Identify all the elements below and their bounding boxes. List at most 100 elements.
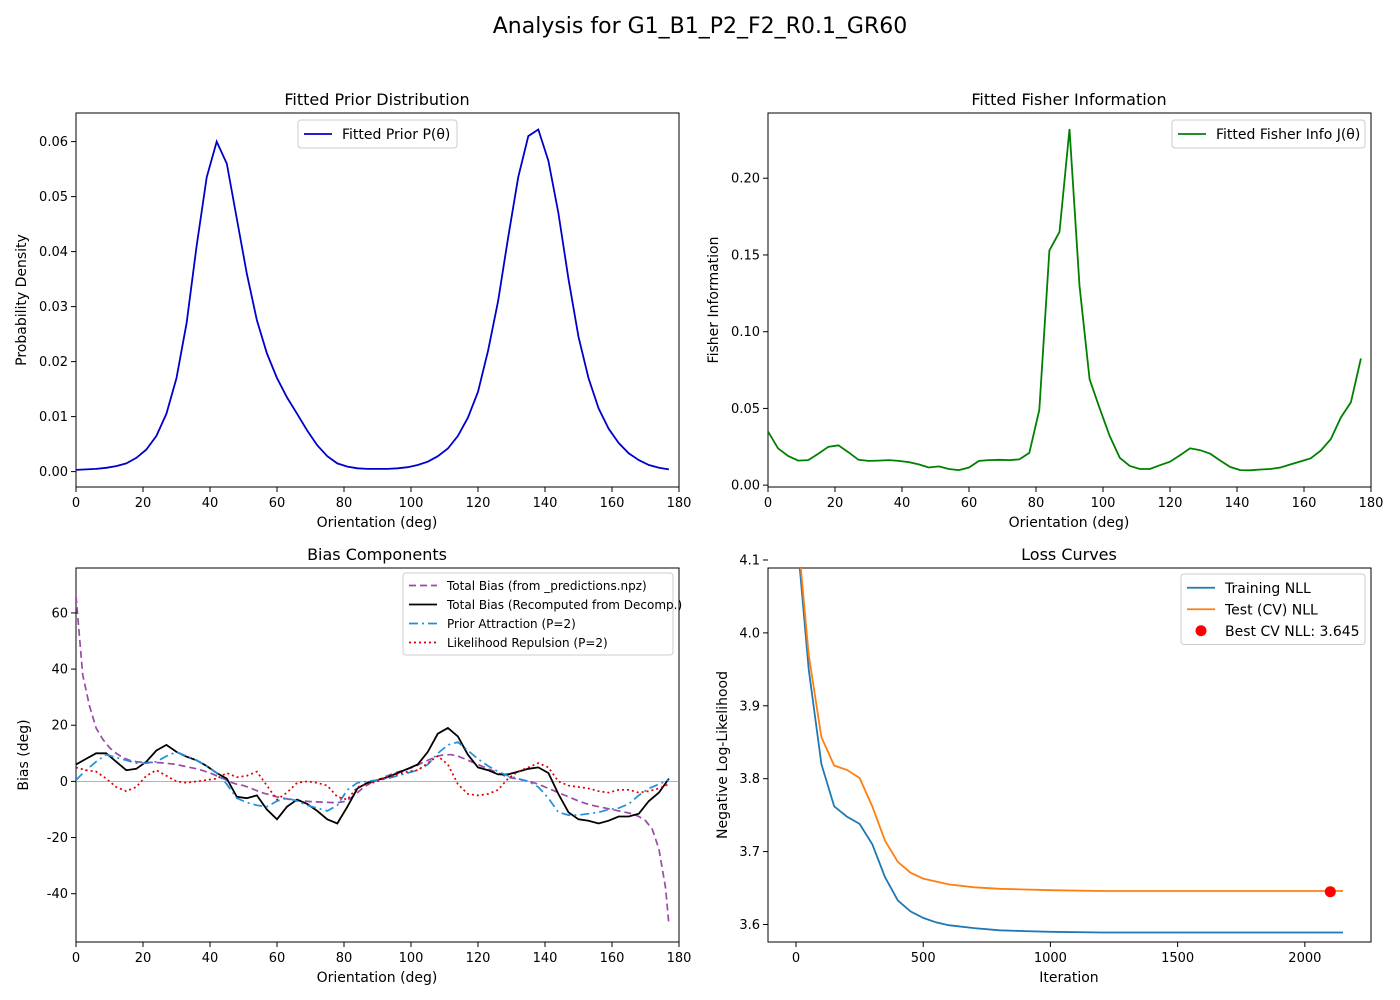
y-tick-label: 3.8 (739, 772, 760, 787)
x-axis-label: Orientation (deg) (1009, 515, 1130, 531)
x-tick-label: 40 (894, 496, 911, 511)
x-tick-label: 120 (466, 951, 491, 966)
x-tick-label: 0 (764, 496, 772, 511)
x-tick-label: 80 (336, 951, 353, 966)
legend-swatch (1195, 625, 1207, 637)
series-line-2 (76, 741, 670, 816)
legend-label: Fitted Fisher Info J(θ) (1216, 127, 1360, 143)
x-tick-label: 180 (1359, 496, 1384, 511)
x-tick-label: 120 (466, 496, 491, 511)
y-tick-label: -20 (47, 831, 68, 846)
legend: Training NLL Test (CV) NLL Best CV NLL: 3.… (1180, 573, 1366, 645)
panel-title: Loss Curves (1021, 545, 1117, 564)
x-tick-label: 120 (1158, 496, 1183, 511)
x-axis-label: Iteration (1039, 970, 1098, 986)
x-tick-label: 0 (72, 496, 80, 511)
y-tick-label: 0.02 (39, 355, 68, 370)
legend-label: Prior Attraction (P=2) (447, 617, 576, 631)
y-tick-label: 60 (51, 606, 68, 621)
x-tick-label: 1500 (1161, 951, 1194, 966)
y-tick-label: 0.05 (39, 190, 68, 205)
y-tick-label: 0.10 (731, 325, 760, 340)
legend: Total Bias (from _predictions.npz) Total … (402, 572, 682, 656)
legend-label: Total Bias (Recomputed from Decomp.) (446, 598, 682, 612)
y-tick-label: 0.20 (731, 172, 760, 187)
panel-fisher: Fitted Fisher Information 0 20 40 60 80 100 12… (706, 90, 1383, 531)
x-tick-label: 20 (827, 496, 844, 511)
x-tick-label: 60 (269, 951, 286, 966)
plot-marks (768, 129, 1362, 472)
x-tick-label: 60 (961, 496, 978, 511)
panel-bias: Bias Components 0 20 40 60 80 100 120 140 160 180… (16, 545, 691, 986)
y-tick-label: 3.7 (739, 845, 760, 860)
x-tick-label: 180 (667, 951, 692, 966)
y-tick-label: 0.06 (39, 135, 68, 150)
panel-title: Bias Components (307, 545, 447, 564)
y-tick-label: -40 (47, 887, 68, 902)
series-line-0 (76, 128, 670, 471)
y-tick-label: 0 (60, 775, 68, 790)
y-tick-label: 20 (51, 719, 68, 734)
x-tick-label: 40 (202, 496, 219, 511)
legend-label: Likelihood Repulsion (P=2) (447, 636, 608, 650)
legend-label: Test (CV) NLL (1224, 602, 1318, 618)
y-tick-label: 4.1 (739, 553, 760, 568)
plot-frame (767, 567, 1372, 943)
y-tick-label: 0.03 (39, 300, 68, 315)
legend-frame (1171, 119, 1366, 149)
x-tick-label: 140 (533, 496, 558, 511)
legend-frame (402, 572, 674, 656)
legend-label: Best CV NLL: 3.645 (1225, 624, 1360, 640)
plot-marks (76, 596, 679, 925)
series-line-1 (76, 726, 670, 825)
panel-prior: Fitted Prior Distribution 0 20 40 60 80 100 12… (14, 90, 691, 531)
x-tick-label: 1000 (1034, 951, 1067, 966)
axis-ticks: 0 20 40 60 80 100 120 140 160 180 0.00 0.05 0.10 0.15… (731, 172, 1383, 511)
x-tick-label: 180 (667, 496, 692, 511)
x-tick-label: 500 (911, 951, 936, 966)
series-line-0 (76, 596, 670, 925)
y-tick-label: 3.9 (739, 699, 760, 714)
series-line-3 (76, 755, 670, 801)
plot-frame (75, 567, 680, 943)
x-tick-label: 140 (533, 951, 558, 966)
figure-title: Analysis for G1_B1_P2_F2_R0.1_GR60 (492, 14, 908, 39)
y-tick-label: 40 (51, 663, 68, 678)
y-tick-label: 3.6 (739, 918, 760, 933)
x-tick-label: 60 (269, 496, 286, 511)
x-tick-label: 20 (135, 496, 152, 511)
x-tick-label: 0 (792, 951, 800, 966)
axis-ticks: 0 500 1000 1500 2000 3.6 3.7 3.8 3.9 4.0 4.1 (739, 553, 1321, 966)
legend-label: Fitted Prior P(θ) (342, 127, 450, 143)
y-tick-label: 0.15 (731, 248, 760, 263)
series-line-0 (798, 568, 1343, 934)
panel-loss: Loss Curves 0 500 1000 1500 2000 3.6 3.7 3.8 3.9… (715, 545, 1372, 986)
series-line-1 (799, 568, 1343, 892)
legend: Fitted Prior P(θ) (297, 119, 458, 149)
y-axis-label: Negative Log-Likelihood (715, 671, 731, 839)
legend-label: Total Bias (from _predictions.npz) (446, 579, 647, 593)
x-tick-label: 2000 (1288, 951, 1321, 966)
y-tick-label: 0.05 (731, 402, 760, 417)
plot-frame (767, 112, 1372, 488)
plot-frame (75, 112, 680, 488)
y-axis-label: Fisher Information (706, 237, 722, 364)
x-tick-label: 20 (135, 951, 152, 966)
x-tick-label: 100 (399, 496, 424, 511)
y-axis-label: Probability Density (14, 234, 30, 366)
y-axis-label: Bias (deg) (16, 719, 32, 790)
panel-title: Fitted Fisher Information (971, 90, 1166, 109)
x-axis-label: Orientation (deg) (317, 515, 438, 531)
panel-title: Fitted Prior Distribution (284, 90, 469, 109)
legend-frame (1180, 573, 1366, 645)
x-tick-label: 80 (336, 496, 353, 511)
plot-marks (798, 568, 1343, 934)
x-tick-label: 100 (1091, 496, 1116, 511)
series-line-0 (768, 129, 1362, 472)
axis-ticks: 0 20 40 60 80 100 120 140 160 180 0.00 0.01 0.02 0.03… (39, 135, 691, 511)
x-tick-label: 80 (1028, 496, 1045, 511)
y-tick-label: 0.00 (39, 465, 68, 480)
axis-ticks: 0 20 40 60 80 100 120 140 160 180 -40 -20 0 20 40 60 (47, 606, 692, 966)
x-tick-label: 160 (600, 496, 625, 511)
